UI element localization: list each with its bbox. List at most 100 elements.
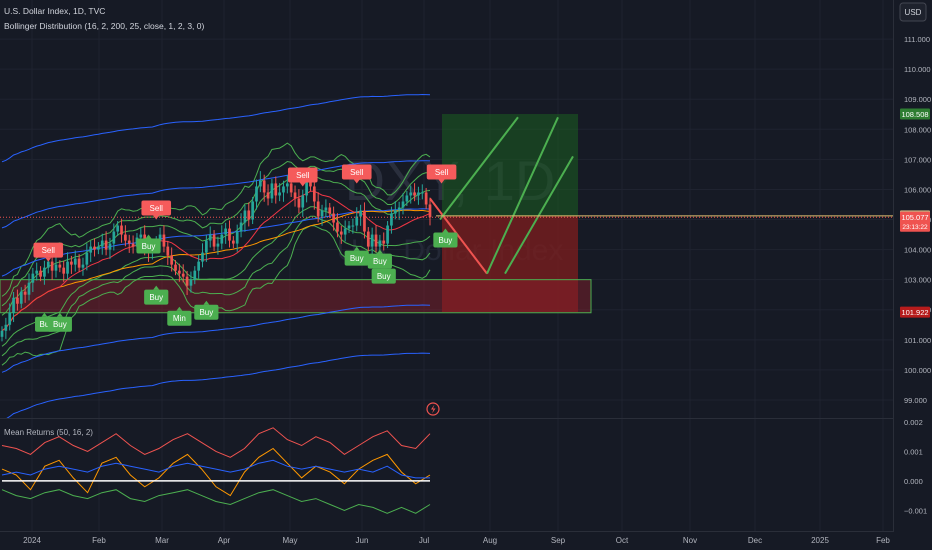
signal-buy: Buy xyxy=(144,285,169,305)
support-box xyxy=(0,279,592,314)
price-tick: 109.000 xyxy=(904,95,931,104)
candle xyxy=(390,206,393,234)
candle xyxy=(239,213,243,238)
price-tick: 106.000 xyxy=(904,185,931,194)
candle xyxy=(31,267,35,292)
candle xyxy=(274,176,278,204)
signal-buy: Buy xyxy=(136,234,161,254)
candle xyxy=(320,204,324,226)
candle xyxy=(235,224,239,252)
svg-text:Bu: Bu xyxy=(40,320,50,329)
svg-text:Sell: Sell xyxy=(150,204,164,213)
candle xyxy=(39,266,42,282)
candlesticks[interactable] xyxy=(0,171,432,342)
signal-sell: Sell xyxy=(287,167,318,187)
candle xyxy=(339,225,343,244)
time-tick: Nov xyxy=(683,536,697,545)
candle xyxy=(62,260,66,282)
header-legend: U.S. Dollar Index, 1D, TVC Bollinger Dis… xyxy=(4,6,205,437)
svg-text:Min: Min xyxy=(173,314,186,323)
candle xyxy=(170,247,174,272)
candle xyxy=(336,213,339,238)
time-tick: Feb xyxy=(92,536,106,545)
candle xyxy=(424,187,428,209)
time-tick: Oct xyxy=(616,536,629,545)
projection-down-line xyxy=(429,197,488,275)
candle xyxy=(255,179,258,210)
time-tick: Sep xyxy=(551,536,566,545)
candle xyxy=(181,264,185,283)
candle xyxy=(112,223,116,251)
long-band-upper-3 xyxy=(1,93,431,163)
lightning-icon[interactable] xyxy=(426,402,440,416)
candle xyxy=(332,206,335,231)
candle xyxy=(405,190,409,206)
candle xyxy=(393,201,397,220)
indicator-title: Bollinger Distribution (16, 2, 200, 25, … xyxy=(4,21,205,31)
time-tick: Jun xyxy=(356,536,369,545)
svg-text:Buy: Buy xyxy=(377,272,391,281)
candle xyxy=(162,225,166,253)
signal-sell: Sell xyxy=(426,164,457,184)
channel-line-lower xyxy=(504,155,574,275)
candle xyxy=(428,197,432,226)
candle xyxy=(262,174,266,202)
svg-text:Sell: Sell xyxy=(296,171,310,180)
candle xyxy=(366,227,370,252)
currency-button[interactable]: USD xyxy=(899,2,927,22)
price-tick: 107.000 xyxy=(904,155,931,164)
svg-text:Sell: Sell xyxy=(350,168,364,177)
indicator-axis[interactable]: 0.002 0.001 0.000 −0.001 xyxy=(904,418,927,515)
price-tick: 103.000 xyxy=(904,276,931,285)
price-tick: 111.000 xyxy=(904,35,930,44)
time-axis[interactable]: 2024 Feb Mar Apr May Jun Jul Aug Sep Oct Nov Dec 202… xyxy=(23,536,890,545)
candle xyxy=(413,183,416,202)
trend-drawings[interactable] xyxy=(0,116,893,275)
signal-buy: Buy xyxy=(367,249,392,269)
indicator-pane-title: Mean Returns (50, 16, 2) xyxy=(4,428,93,437)
candle xyxy=(251,196,254,225)
candle xyxy=(174,260,177,276)
candle xyxy=(285,175,289,194)
svg-text:108.508: 108.508 xyxy=(901,110,928,119)
channel-line-upper xyxy=(439,116,519,221)
candle xyxy=(81,257,85,276)
candle xyxy=(301,189,305,217)
candle xyxy=(166,240,170,265)
candle xyxy=(108,237,112,259)
candle xyxy=(417,186,420,205)
time-tick: Aug xyxy=(483,536,497,545)
candle xyxy=(8,303,12,331)
indicator-tick: −0.001 xyxy=(904,506,927,515)
drawing-zones[interactable] xyxy=(0,114,592,314)
candle xyxy=(386,221,389,249)
mean-returns-series xyxy=(1,427,431,458)
candle xyxy=(374,225,378,253)
indicator-tick: 0.000 xyxy=(904,477,923,486)
candle xyxy=(89,240,93,262)
svg-text:Buy: Buy xyxy=(199,308,213,317)
candle xyxy=(43,260,46,285)
svg-text:105.077: 105.077 xyxy=(901,213,928,222)
candle xyxy=(370,227,374,255)
time-tick: Feb xyxy=(876,536,890,545)
signal-sell: Sell xyxy=(33,242,64,262)
time-tick: 2024 xyxy=(23,536,41,545)
signal-buy: Buy xyxy=(194,300,219,320)
long-band-lower-1 xyxy=(1,304,431,373)
candle xyxy=(324,199,328,218)
candle xyxy=(201,243,204,268)
candle xyxy=(243,204,247,232)
signal-buy: Buy xyxy=(344,246,369,266)
svg-text:101.922: 101.922 xyxy=(901,308,928,317)
candle xyxy=(212,230,216,252)
fast-basis xyxy=(1,190,431,332)
time-tick: Mar xyxy=(155,536,169,545)
candle xyxy=(58,260,62,273)
candle xyxy=(70,255,73,274)
candle xyxy=(297,189,301,214)
signal-buy: Buy xyxy=(47,312,72,332)
